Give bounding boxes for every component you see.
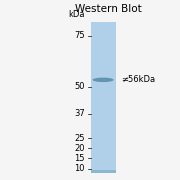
Text: 50: 50 [75, 82, 85, 91]
Bar [91, 22, 116, 173]
Text: 25: 25 [75, 134, 85, 143]
Text: 37: 37 [74, 109, 85, 118]
Text: 15: 15 [75, 154, 85, 163]
Text: ≠56kDa: ≠56kDa [121, 75, 155, 84]
Ellipse shape [93, 78, 114, 82]
Bar [91, 170, 116, 173]
Text: Western Blot: Western Blot [75, 4, 142, 14]
Text: 20: 20 [75, 144, 85, 153]
Text: 75: 75 [75, 31, 85, 40]
Text: kDa: kDa [69, 10, 85, 19]
Text: 10: 10 [75, 164, 85, 173]
